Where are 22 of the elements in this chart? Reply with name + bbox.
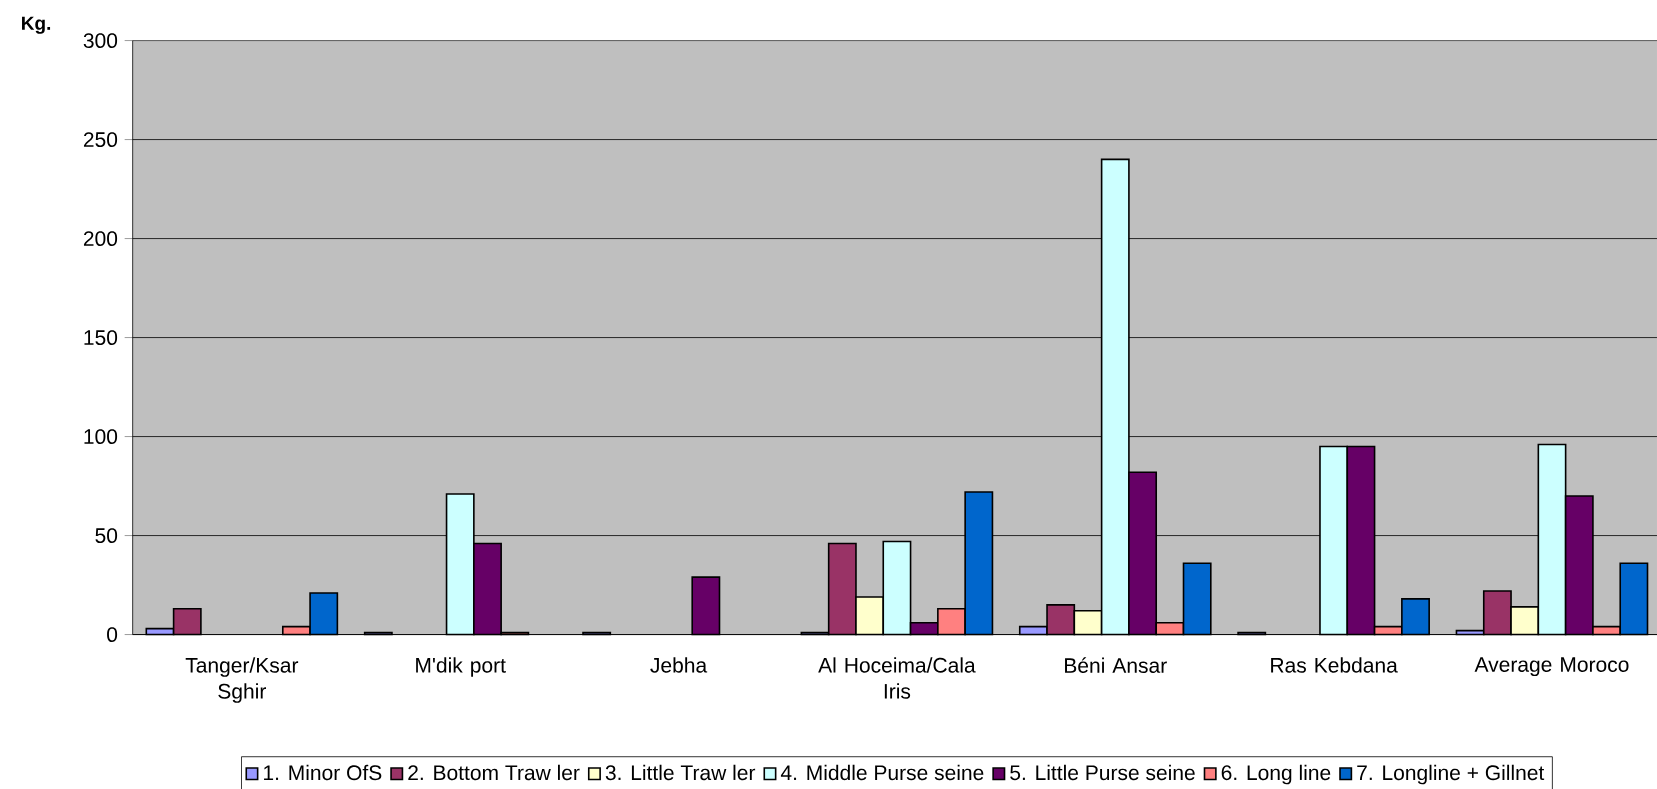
x-tick-label: M'dik port: [416, 657, 506, 677]
y-tick-label: 250: [83, 132, 118, 148]
legend-label: 6. Long line: [1221, 764, 1331, 785]
y-tick-label: 50: [95, 528, 118, 544]
legend-label: 5. Little Purse seine: [1010, 764, 1195, 781]
legend-label: 2. Bottom Traw ler: [408, 764, 580, 781]
legend-label: 4. Middle Purse seine: [780, 764, 984, 781]
y-tick-label: 100: [84, 429, 118, 445]
legend-label: 3. Little Traw ler: [605, 764, 756, 781]
y-axis-title: Kg.: [22, 16, 51, 34]
y-tick-label: 300: [83, 33, 118, 49]
y-tick-label: 150: [84, 330, 118, 346]
x-tick-label: Al Hoceima/Cala Iris: [818, 657, 976, 699]
x-tick-label: Ras Kebdana: [1271, 657, 1398, 673]
x-tick-label: Average Moroco: [1474, 657, 1629, 677]
legend-label: 1. Minor OfS: [264, 764, 382, 781]
legend-label: 7. Longline + Gillnet: [1357, 764, 1545, 785]
x-tick-label: Jebha: [650, 657, 708, 673]
x-tick-label: Béni Ansar: [1065, 657, 1167, 673]
x-tick-label: Tanger/Ksar Sghir: [185, 657, 299, 703]
y-tick-label: 200: [83, 231, 118, 247]
y-tick-label: 0: [107, 627, 118, 643]
